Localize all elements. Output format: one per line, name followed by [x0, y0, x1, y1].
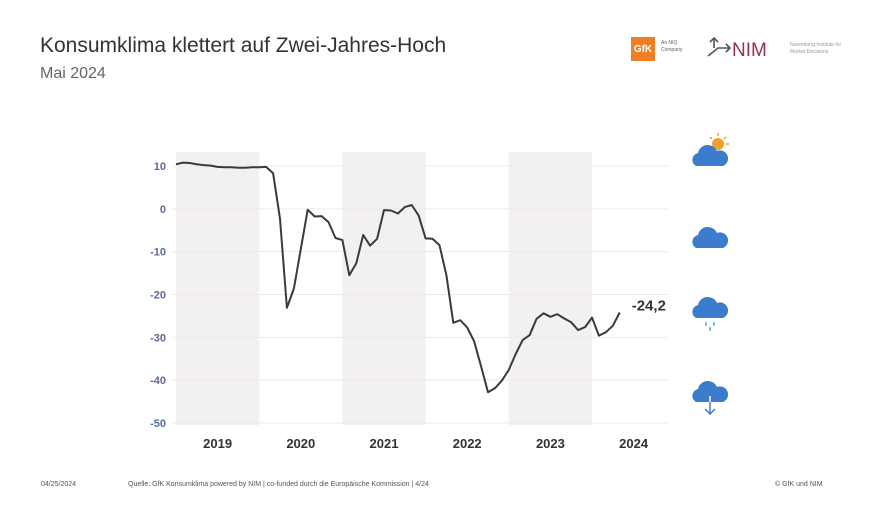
gfk-tagline: An NIQ Company: [661, 40, 683, 53]
x-tick-label: 2021: [370, 436, 399, 451]
x-tick-label: 2024: [619, 436, 649, 451]
footer-source: Quelle: GfK Konsumklima powered by NIM |…: [128, 481, 429, 488]
cloud-icon: [692, 226, 729, 248]
x-tick-label: 2023: [536, 436, 565, 451]
year-band: [508, 152, 592, 425]
y-tick-label: 10: [154, 161, 166, 173]
year-band: [176, 152, 260, 425]
footer-copyright: © GfK und NIM: [775, 481, 823, 488]
x-tick-label: 2019: [203, 436, 232, 451]
cloud-down-arrow-icon: [692, 380, 729, 416]
x-tick-label: 2020: [286, 436, 315, 451]
rain-cloud-icon: [692, 296, 729, 331]
x-tick-label: 2022: [453, 436, 482, 451]
y-tick-label: 0: [160, 204, 166, 216]
y-tick-label: -40: [150, 375, 166, 387]
footer-date: 04/25/2024: [41, 481, 77, 488]
gfk-logo: GfK: [631, 37, 655, 61]
nim-tagline: Nuremberg Institute for Market Decisions: [790, 42, 842, 55]
end-value-label: -24,2: [632, 297, 666, 314]
nim-wordmark: NIM: [732, 40, 767, 61]
year-band: [342, 152, 426, 425]
sun-cloud-icon: [692, 133, 729, 166]
page-subtitle: Mai 2024: [40, 65, 106, 82]
nim-logo: NIM: [707, 36, 767, 61]
consumer-climate-line: [175, 161, 621, 394]
y-tick-label: -30: [150, 332, 166, 344]
y-tick-label: -20: [150, 290, 166, 302]
y-tick-label: -50: [150, 418, 166, 430]
y-tick-label: -10: [150, 247, 166, 259]
page-title: Konsumklima klettert auf Zwei-Jahres-Hoc…: [40, 34, 447, 57]
